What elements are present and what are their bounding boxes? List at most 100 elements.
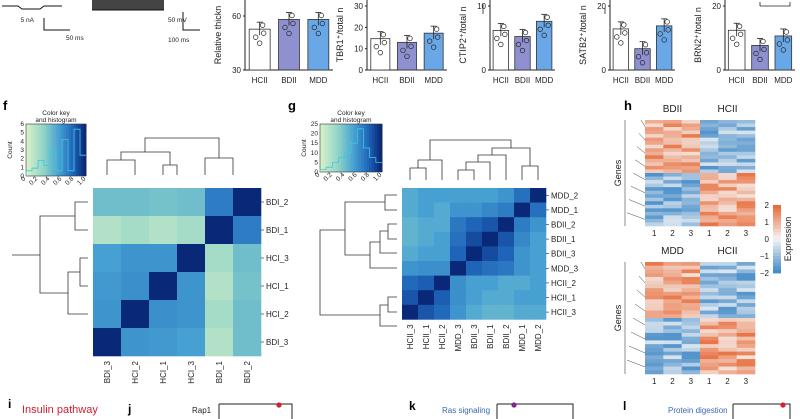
expression-cell [700, 262, 719, 267]
expression-cell [736, 165, 756, 170]
expression-cell [663, 262, 682, 267]
color-key-xtick: 0.6 [52, 175, 64, 187]
data-point [780, 47, 786, 53]
expression-cell [718, 332, 737, 337]
expression-cell [700, 190, 719, 195]
expr-col-left: 3 [689, 229, 694, 238]
color-key-swatch [46, 124, 49, 176]
heatmap-cell [418, 231, 435, 247]
expression-cell [645, 318, 664, 323]
expression-cell [736, 336, 756, 341]
heatmap-cell [402, 231, 419, 247]
scale-b-voltage: 50 mV [168, 17, 187, 24]
bar-ytick: 20 [597, 2, 606, 11]
bar-ytick: 30 [354, 2, 363, 11]
sig-bracket [759, 2, 791, 7]
expression-cell [718, 295, 737, 300]
color-key-swatch [28, 124, 32, 176]
heatmap-cell [121, 216, 150, 245]
heatmap-cell [434, 217, 451, 233]
expression-cell [681, 284, 701, 289]
data-point [622, 30, 628, 36]
expression-cell [718, 336, 737, 341]
expression-cell [681, 314, 701, 319]
data-point [760, 38, 766, 45]
expression-cell [700, 148, 719, 153]
trace-panel-a: 5 nA 50 ms [2, 5, 84, 42]
data-point [515, 41, 522, 48]
expression-cell [681, 197, 701, 202]
expression-cell [663, 197, 682, 202]
expression-cell [718, 321, 737, 326]
expr-col-right: 3 [744, 229, 749, 238]
heatmap-cell [93, 216, 122, 245]
data-point [665, 27, 671, 33]
expression-cell [700, 273, 719, 278]
expression-cell [681, 120, 701, 124]
expression-cell [718, 347, 737, 352]
panel-letter-l: l [623, 399, 626, 413]
expression-cell [736, 173, 756, 177]
expression-cell [645, 137, 664, 142]
expression-cell [645, 370, 664, 375]
color-key-ylabel: Count [7, 141, 14, 159]
color-key-swatch [38, 124, 42, 176]
color-key-swatch [31, 124, 34, 176]
color-key-swatch [320, 124, 324, 172]
expression-cell [700, 204, 719, 209]
expression-cell [663, 347, 682, 352]
heatmap-cell [514, 290, 531, 306]
heatmap-cell [418, 261, 435, 276]
expression-cell [700, 347, 719, 352]
expression-cell [736, 318, 756, 323]
expression-cell [645, 204, 664, 209]
spike-trace [92, 0, 164, 10]
bar-group-label: HCII [252, 76, 268, 85]
heatmap-cell [233, 328, 262, 357]
expression-cell [663, 332, 682, 337]
expression-cell [736, 351, 756, 356]
heatmap-cell [402, 275, 419, 291]
data-point [776, 41, 782, 47]
expression-legend-swatch [773, 218, 781, 223]
heatmap-cell [205, 244, 234, 273]
heatmap-cell [514, 217, 531, 233]
panel-letter-f: f [3, 98, 8, 113]
expression-cell [645, 176, 664, 181]
expression-cell [736, 288, 756, 293]
gene-dendrogram [626, 212, 646, 220]
heatmap-cell [434, 261, 451, 276]
heatmap-cell [177, 300, 206, 329]
heatmap-cell [121, 272, 150, 301]
heatmap-cell [93, 188, 122, 217]
color-key-swatch [68, 124, 72, 176]
heatmap-f: BDI_2 BDI_1 HCI_3 HCI_1 HCI_2 BDI_3 BDI_3 HCI_2… [93, 188, 289, 384]
expression-cell [718, 162, 737, 167]
data-point [289, 12, 295, 19]
expression-cell [736, 187, 756, 191]
color-key-xtick: 0.6 [347, 171, 359, 183]
expression-cell [700, 155, 719, 160]
expression-cell [663, 194, 682, 199]
expression-cell [736, 130, 756, 135]
expression-cell [718, 370, 737, 375]
gene-dendrogram [634, 159, 646, 167]
expression-cell [718, 176, 737, 181]
data-point [435, 34, 441, 40]
expression-cell [663, 276, 682, 281]
dendrogram-branch [379, 230, 397, 254]
heatmap-cell [466, 275, 483, 291]
expression-cell [736, 180, 756, 184]
heatmap-cell [498, 275, 515, 291]
expression-cell [645, 288, 664, 293]
bar-ytick: 20 [712, 2, 721, 11]
bar-ytick: 0 [717, 66, 722, 75]
expression-cell [663, 295, 682, 300]
bar-ylabel: SATB2⁺/total n [578, 5, 588, 65]
expression-cell [681, 359, 701, 364]
expression-cell [645, 190, 664, 195]
expr-group-right: HCII [718, 246, 738, 257]
expression-cell [663, 155, 682, 160]
color-key-swatch [61, 124, 64, 176]
